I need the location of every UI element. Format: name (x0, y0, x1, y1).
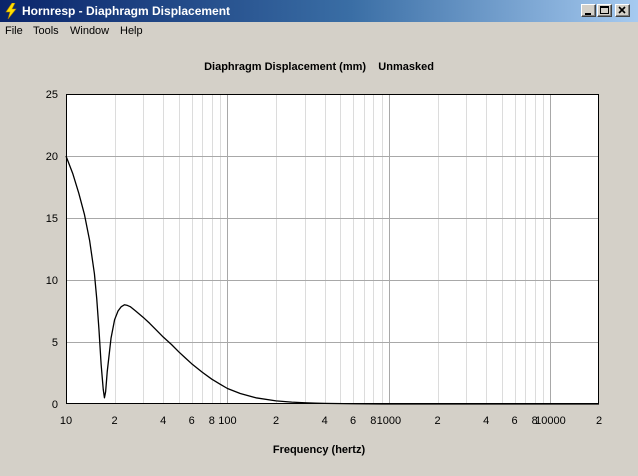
x-tick-label: 100 (218, 415, 236, 427)
x-tick-label: 4 (160, 415, 166, 427)
x-tick-label: 2 (434, 415, 440, 427)
close-icon (618, 6, 626, 14)
close-button[interactable] (615, 4, 630, 17)
y-tick-label: 15 (46, 213, 58, 225)
y-tick-label: 5 (52, 337, 58, 349)
y-axis: 0 5 10 15 20 25 (46, 89, 58, 411)
grid (66, 94, 599, 404)
menu-file[interactable]: File (5, 25, 23, 37)
menu-help[interactable]: Help (120, 25, 143, 37)
x-tick-label: 4 (322, 415, 328, 427)
plot-area (66, 94, 599, 404)
menu-bar: File Tools Window Help (0, 22, 638, 41)
x-tick-label: 10000 (535, 415, 566, 427)
x-tick-label: 10 (60, 415, 72, 427)
plot-frame (66, 94, 599, 404)
x-tick-label: 8 (532, 415, 538, 427)
menu-tools[interactable]: Tools (33, 25, 59, 37)
y-tick-label: 0 (52, 399, 58, 411)
x-tick-label: 8 (209, 415, 215, 427)
y-tick-label: 25 (46, 89, 58, 101)
maximize-button[interactable] (597, 4, 612, 17)
y-tick-label: 20 (46, 151, 58, 163)
x-tick-label: 6 (512, 415, 518, 427)
x-tick-label: 8 (370, 415, 376, 427)
minimize-button[interactable] (581, 4, 596, 17)
x-tick-label: 2 (112, 415, 118, 427)
x-tick-label: 2 (273, 415, 279, 427)
minimize-icon (585, 13, 591, 15)
series-layer (65, 155, 599, 405)
chart-title: Diaphragm Displacement (mm) Unmasked (204, 61, 434, 73)
x-tick-label: 1000 (377, 415, 401, 427)
lightning-icon (5, 3, 17, 19)
title-bar[interactable]: Hornresp - Diaphragm Displacement (0, 0, 638, 22)
displacement-series-line (65, 155, 599, 405)
window-title: Hornresp - Diaphragm Displacement (22, 4, 231, 18)
x-axis-title: Frequency (hertz) (272, 444, 366, 456)
y-tick-label: 10 (46, 275, 58, 287)
x-tick-label: 6 (350, 415, 356, 427)
maximize-icon (600, 6, 609, 14)
menu-window[interactable]: Window (70, 25, 110, 37)
x-tick-label: 4 (483, 415, 489, 427)
x-tick-label: 6 (189, 415, 195, 427)
x-tick-label: 2 (596, 415, 602, 427)
